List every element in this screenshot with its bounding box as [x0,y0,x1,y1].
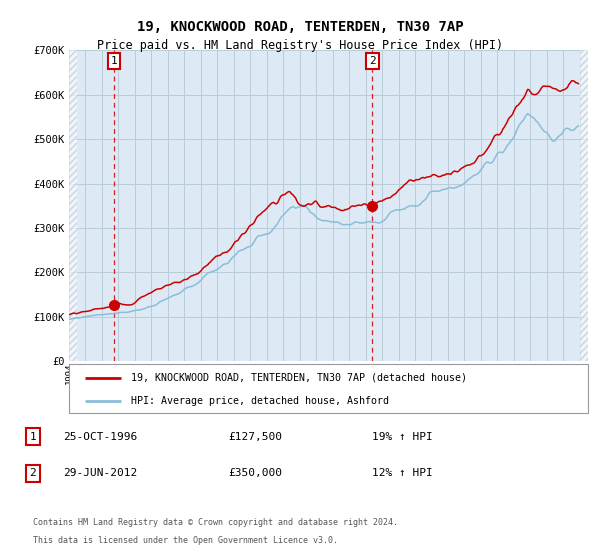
Text: Price paid vs. HM Land Registry's House Price Index (HPI): Price paid vs. HM Land Registry's House … [97,39,503,52]
Text: 2: 2 [369,56,376,66]
Text: £350,000: £350,000 [228,468,282,478]
Text: 19% ↑ HPI: 19% ↑ HPI [372,432,433,442]
Text: 1: 1 [111,56,118,66]
Text: Contains HM Land Registry data © Crown copyright and database right 2024.: Contains HM Land Registry data © Crown c… [33,518,398,527]
Text: 25-OCT-1996: 25-OCT-1996 [63,432,137,442]
Text: 19, KNOCKWOOD ROAD, TENTERDEN, TN30 7AP (detached house): 19, KNOCKWOOD ROAD, TENTERDEN, TN30 7AP … [131,373,467,383]
Text: 29-JUN-2012: 29-JUN-2012 [63,468,137,478]
Text: 19, KNOCKWOOD ROAD, TENTERDEN, TN30 7AP: 19, KNOCKWOOD ROAD, TENTERDEN, TN30 7AP [137,20,463,34]
Text: 12% ↑ HPI: 12% ↑ HPI [372,468,433,478]
Bar [69,50,77,361]
Text: £127,500: £127,500 [228,432,282,442]
Text: HPI: Average price, detached house, Ashford: HPI: Average price, detached house, Ashf… [131,396,389,406]
Text: 1: 1 [29,432,37,442]
Text: This data is licensed under the Open Government Licence v3.0.: This data is licensed under the Open Gov… [33,536,338,545]
Bar [580,50,588,361]
Text: 2: 2 [29,468,37,478]
